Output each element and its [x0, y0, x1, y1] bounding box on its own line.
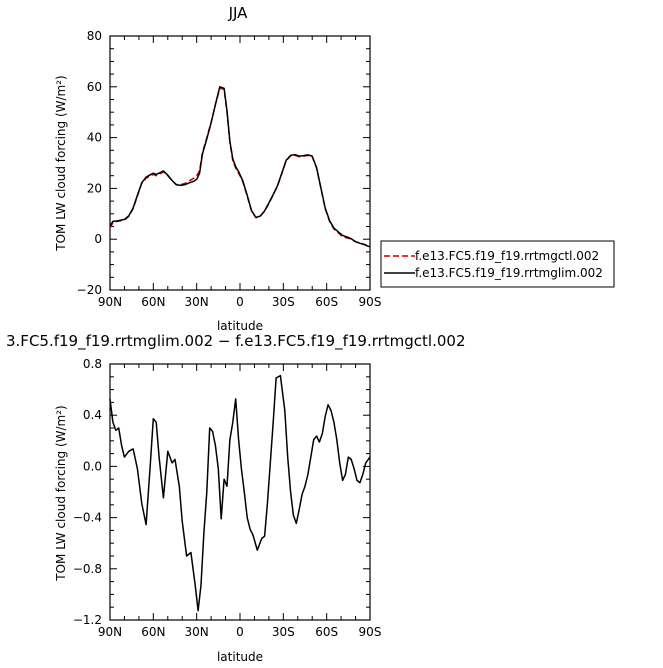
bottom-chart-title: 3.FC5.f19_f19.rrtmglim.002 − f.e13.FC5.f…	[6, 332, 466, 351]
top-x-tick-label: 90N	[98, 295, 122, 309]
bottom-x-tick-label: 90N	[98, 625, 122, 639]
top-x-axis-label: latitude	[217, 319, 263, 333]
bottom-y-tick-label: −1.2	[73, 613, 102, 627]
bottom-x-tick-label: 60S	[315, 625, 338, 639]
bottom-y-tick-label: −0.4	[73, 511, 102, 525]
top-ticks: 90N 60N 30N 0 30S 60S 90S −20 0 20 40 60 80	[77, 29, 382, 309]
bottom-x-tick-label: 90S	[359, 625, 382, 639]
top-y-tick-label: 20	[87, 181, 102, 195]
bottom-ticks: 90N 60N 30N 0 30S 60S 90S −1.2 −0.8 −0.4 0.0 0.4 0.8	[73, 357, 382, 639]
bottom-x-axis-label: latitude	[217, 650, 263, 664]
top-x-tick-label: 60S	[315, 295, 338, 309]
top-x-tick-label: 90S	[359, 295, 382, 309]
legend-label-ctl: f.e13.FC5.f19_f19.rrtmgctl.002	[415, 249, 599, 263]
bottom-y-tick-label: 0.0	[83, 459, 102, 473]
legend-box	[380, 240, 615, 288]
top-y-tick-label: 0	[94, 232, 102, 246]
bottom-series-line-0	[109, 374, 371, 612]
top-plot-frame	[109, 35, 371, 291]
legend: f.e13.FC5.f19_f19.rrtmgctl.002 f.e13.FC5…	[380, 240, 615, 288]
bottom-x-tick-label: 0	[236, 625, 244, 639]
bottom-x-tick-label: 60N	[141, 625, 165, 639]
top-x-tick-label: 0	[236, 295, 244, 309]
bottom-y-tick-label: −0.8	[73, 562, 102, 576]
top-panel: JJA 90N 60N 30N 0 30S 60S 90S −20 0 20 40 60 80 lati…	[54, 4, 615, 333]
top-x-tick-label: 60N	[141, 295, 165, 309]
top-series-line-1	[109, 86, 371, 248]
bottom-series-lines	[109, 374, 371, 612]
top-series-lines	[109, 86, 371, 248]
top-x-tick-label: 30N	[185, 295, 209, 309]
top-x-tick-label: 30S	[272, 295, 295, 309]
top-y-tick-label: 40	[87, 131, 102, 145]
bottom-x-tick-label: 30S	[272, 625, 295, 639]
bottom-y-tick-label: 0.8	[83, 357, 102, 371]
bottom-y-axis-label: TOM LW cloud forcing (W/m²)	[54, 405, 68, 582]
bottom-y-tick-label: 0.4	[83, 408, 102, 422]
top-y-tick-label: 80	[87, 29, 102, 43]
top-y-axis-label: TOM LW cloud forcing (W/m²)	[54, 75, 68, 252]
bottom-x-tick-label: 30N	[185, 625, 209, 639]
top-y-tick-label: −20	[77, 283, 102, 297]
bottom-panel: 3.FC5.f19_f19.rrtmglim.002 − f.e13.FC5.f…	[6, 332, 466, 664]
legend-label-lim: f.e13.FC5.f19_f19.rrtmglim.002	[415, 266, 603, 280]
top-chart-title: JJA	[228, 4, 249, 22]
top-y-tick-label: 60	[87, 80, 102, 94]
